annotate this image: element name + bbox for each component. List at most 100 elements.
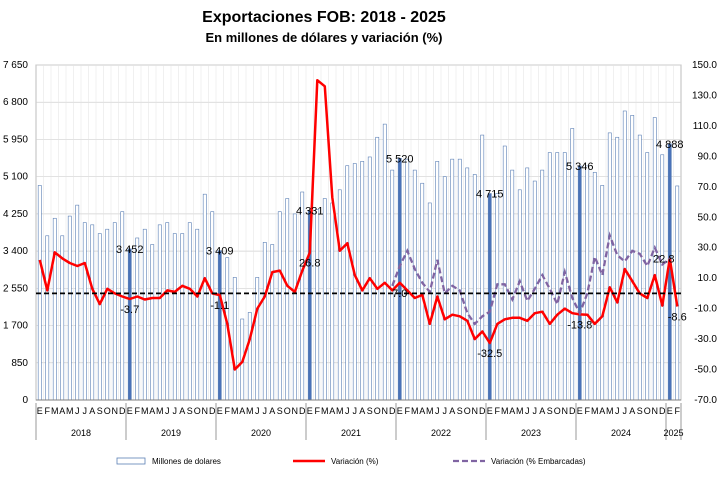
month-label: F	[315, 406, 321, 416]
month-label: N	[382, 406, 389, 416]
bar	[277, 211, 282, 401]
month-label: A	[599, 406, 605, 416]
month-label: M	[426, 406, 434, 416]
bar	[495, 193, 500, 401]
bar	[465, 167, 470, 401]
month-label: F	[135, 406, 141, 416]
month-label: A	[269, 406, 275, 416]
month-label: J	[443, 406, 448, 416]
bar	[150, 244, 155, 401]
month-label: S	[367, 406, 373, 416]
bar	[592, 171, 597, 401]
bar	[135, 237, 140, 401]
bar	[502, 145, 507, 401]
month-label: M	[156, 406, 164, 416]
month-label: M	[141, 406, 149, 416]
right-tick-label: -50.0	[694, 365, 717, 376]
month-label: M	[246, 406, 254, 416]
year-label: 2019	[161, 428, 181, 438]
bar	[337, 189, 342, 401]
bar	[285, 198, 290, 401]
month-label: J	[525, 406, 530, 416]
month-label: O	[644, 406, 651, 416]
bar	[52, 217, 57, 401]
bar	[525, 167, 530, 401]
month-label: O	[284, 406, 291, 416]
left-tick-label: 4 250	[3, 209, 28, 220]
data-labels: 3 452 3 409 4 331 5 520 4 715 5 346 4 888 -3.7 -…	[116, 139, 687, 360]
bar	[322, 198, 327, 401]
month-label: E	[217, 406, 223, 416]
month-label: S	[187, 406, 193, 416]
bar-data-label: 5 520	[386, 153, 414, 165]
month-label: O	[374, 406, 381, 416]
bar	[202, 193, 207, 401]
month-label: M	[501, 406, 509, 416]
bar	[607, 132, 612, 401]
bar	[457, 158, 462, 401]
bar	[105, 228, 110, 401]
month-label: O	[194, 406, 201, 416]
bar	[600, 185, 605, 401]
month-label: A	[419, 406, 425, 416]
bar	[405, 158, 410, 401]
bar	[315, 209, 320, 401]
month-label: J	[533, 406, 538, 416]
bar	[217, 250, 222, 401]
left-tick-label: 5 100	[3, 172, 28, 183]
right-tick-label: 110.0	[693, 121, 718, 132]
right-tick-label: 150.0	[692, 60, 717, 71]
month-label: F	[675, 406, 681, 416]
month-label: S	[637, 406, 643, 416]
month-label: J	[263, 406, 268, 416]
bar	[90, 224, 95, 401]
month-label: J	[435, 406, 440, 416]
bar	[157, 224, 162, 401]
legend-bar-label: Millones de dolares	[152, 457, 221, 466]
bar	[262, 242, 267, 401]
month-label: O	[554, 406, 561, 416]
bar	[615, 136, 620, 401]
right-tick-label: 30.0	[698, 243, 718, 254]
month-label: D	[209, 406, 216, 416]
month-label: J	[173, 406, 178, 416]
legend-bar-swatch	[116, 457, 146, 465]
bar	[232, 277, 237, 401]
bar	[165, 222, 170, 401]
legend-line-label: Variación (%)	[331, 457, 379, 466]
month-label: A	[449, 406, 455, 416]
right-tick-label: 10.0	[698, 273, 718, 284]
bar	[487, 193, 492, 401]
month-label: S	[277, 406, 283, 416]
month-label: D	[569, 406, 576, 416]
month-label: J	[83, 406, 88, 416]
variacion-embarcadas-line	[391, 231, 671, 326]
month-label: E	[667, 406, 673, 416]
month-label: N	[292, 406, 299, 416]
bar-data-label: 4 715	[476, 189, 504, 201]
year-label: 2018	[71, 428, 91, 438]
bar	[67, 215, 72, 401]
bar	[585, 165, 590, 401]
month-label: F	[405, 406, 411, 416]
month-label: M	[606, 406, 614, 416]
right-tick-label: -10.0	[694, 304, 717, 315]
bar	[187, 222, 192, 401]
year-label: 2022	[431, 428, 451, 438]
month-label: S	[457, 406, 463, 416]
month-label: E	[487, 406, 493, 416]
bar	[637, 134, 642, 401]
bar	[630, 115, 635, 401]
month-label: N	[202, 406, 209, 416]
month-label: D	[389, 406, 396, 416]
month-label: F	[495, 406, 501, 416]
month-label: N	[472, 406, 479, 416]
bar	[472, 174, 477, 401]
month-label: A	[59, 406, 65, 416]
month-label: J	[255, 406, 260, 416]
month-label: J	[345, 406, 350, 416]
bar	[480, 134, 485, 401]
left-tick-label: 850	[11, 358, 28, 369]
